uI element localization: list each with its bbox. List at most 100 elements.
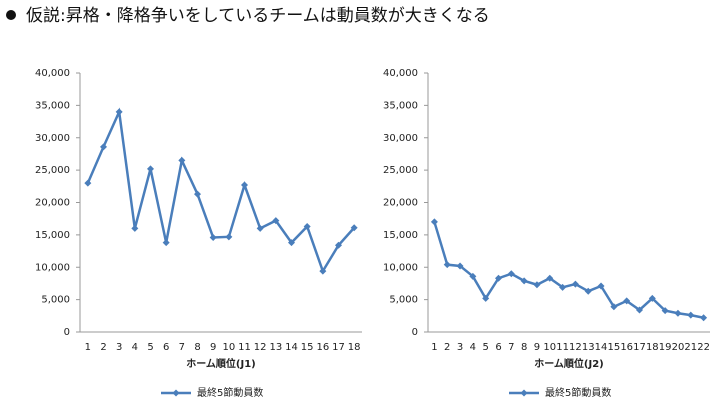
data-point xyxy=(648,294,656,302)
data-point xyxy=(131,224,139,232)
x-tick-label: 21 xyxy=(684,342,697,353)
x-tick-label: 6 xyxy=(163,342,169,353)
data-point xyxy=(84,179,92,187)
x-axis-title: ホーム順位(J1) xyxy=(186,357,256,370)
y-tick-label: 5,000 xyxy=(389,295,418,306)
x-tick-label: 16 xyxy=(316,342,329,353)
data-point xyxy=(209,233,217,241)
data-point xyxy=(687,311,695,319)
x-tick-label: 8 xyxy=(521,342,527,353)
x-tick-label: 14 xyxy=(285,342,298,353)
y-tick-label: 35,000 xyxy=(383,100,418,111)
x-tick-label: 9 xyxy=(534,342,540,353)
y-tick-label: 35,000 xyxy=(35,100,70,111)
x-tick-label: 3 xyxy=(457,342,463,353)
data-point xyxy=(319,267,327,275)
y-tick-label: 30,000 xyxy=(383,133,418,144)
x-tick-label: 12 xyxy=(569,342,582,353)
data-point xyxy=(597,282,605,290)
y-tick-label: 25,000 xyxy=(383,165,418,176)
data-point xyxy=(100,143,107,151)
data-point xyxy=(225,233,233,241)
data-point xyxy=(256,224,264,232)
data-point xyxy=(456,262,464,270)
series-line xyxy=(433,221,704,319)
series-line xyxy=(86,107,356,275)
x-tick-label: 2 xyxy=(100,342,106,353)
data-point xyxy=(623,297,631,305)
data-point xyxy=(147,165,154,173)
data-point xyxy=(661,307,669,315)
slide-title: 仮説:昇格・降格争いをしているチームは動員数が大きくなる xyxy=(26,6,490,26)
x-tick-label: 7 xyxy=(508,342,514,353)
x-tick-label: 12 xyxy=(254,342,267,353)
data-point xyxy=(571,280,579,288)
y-tick-label: 25,000 xyxy=(35,165,70,176)
x-tick-label: 5 xyxy=(147,342,153,353)
x-tick-label: 17 xyxy=(633,342,646,353)
x-tick-label: 13 xyxy=(269,342,282,353)
data-point xyxy=(700,314,708,322)
x-tick-label: 16 xyxy=(620,342,633,353)
data-point xyxy=(350,224,358,232)
x-tick-label: 2 xyxy=(444,342,450,353)
x-tick-label: 6 xyxy=(495,342,501,353)
x-tick-label: 22 xyxy=(697,342,710,353)
y-tick-label: 15,000 xyxy=(383,230,418,241)
y-tick-label: 20,000 xyxy=(383,198,418,209)
x-tick-label: 1 xyxy=(85,342,91,353)
data-point xyxy=(115,108,123,116)
y-tick-label: 40,000 xyxy=(383,68,418,79)
data-point xyxy=(610,303,618,311)
bullet xyxy=(6,10,16,20)
x-tick-label: 9 xyxy=(210,342,216,353)
data-point xyxy=(636,306,643,314)
data-point xyxy=(584,287,592,295)
data-point xyxy=(194,190,201,198)
y-tick-label: 10,000 xyxy=(383,262,418,273)
data-point xyxy=(469,272,477,280)
legend-label: 最終5節動員数 xyxy=(545,386,611,399)
legend-marker xyxy=(520,389,528,397)
data-point xyxy=(443,261,451,269)
x-tick-label: 11 xyxy=(556,342,569,353)
x-tick-label: 10 xyxy=(543,342,556,353)
data-point xyxy=(533,281,541,289)
x-tick-label: 4 xyxy=(132,342,138,353)
x-tick-label: 13 xyxy=(582,342,595,353)
x-tick-label: 8 xyxy=(194,342,200,353)
y-tick-label: 0 xyxy=(64,327,70,338)
x-tick-label: 15 xyxy=(607,342,620,353)
x-tick-label: 14 xyxy=(595,342,608,353)
y-tick-label: 0 xyxy=(412,327,418,338)
data-point xyxy=(546,274,554,282)
data-point xyxy=(482,294,490,302)
y-tick-label: 30,000 xyxy=(35,133,70,144)
x-tick-label: 20 xyxy=(672,342,685,353)
y-tick-label: 5,000 xyxy=(41,295,70,306)
data-point xyxy=(162,239,170,247)
data-point xyxy=(335,241,342,249)
data-point xyxy=(241,181,248,189)
legend-label: 最終5節動員数 xyxy=(197,386,263,399)
y-tick-label: 10,000 xyxy=(35,262,70,273)
x-tick-label: 19 xyxy=(659,342,672,353)
data-point xyxy=(520,277,528,285)
x-tick-label: 17 xyxy=(332,342,345,353)
data-point xyxy=(272,217,280,225)
data-point xyxy=(559,283,567,291)
data-point xyxy=(178,156,186,164)
x-tick-label: 18 xyxy=(348,342,361,353)
x-tick-label: 1 xyxy=(431,342,437,353)
x-tick-label: 4 xyxy=(470,342,476,353)
x-tick-label: 3 xyxy=(116,342,122,353)
y-tick-label: 15,000 xyxy=(35,230,70,241)
y-tick-label: 40,000 xyxy=(35,68,70,79)
x-tick-label: 11 xyxy=(238,342,251,353)
y-tick-label: 20,000 xyxy=(35,198,70,209)
data-point xyxy=(303,222,311,230)
data-point xyxy=(288,239,295,247)
x-tick-label: 7 xyxy=(179,342,185,353)
x-tick-label: 18 xyxy=(646,342,659,353)
